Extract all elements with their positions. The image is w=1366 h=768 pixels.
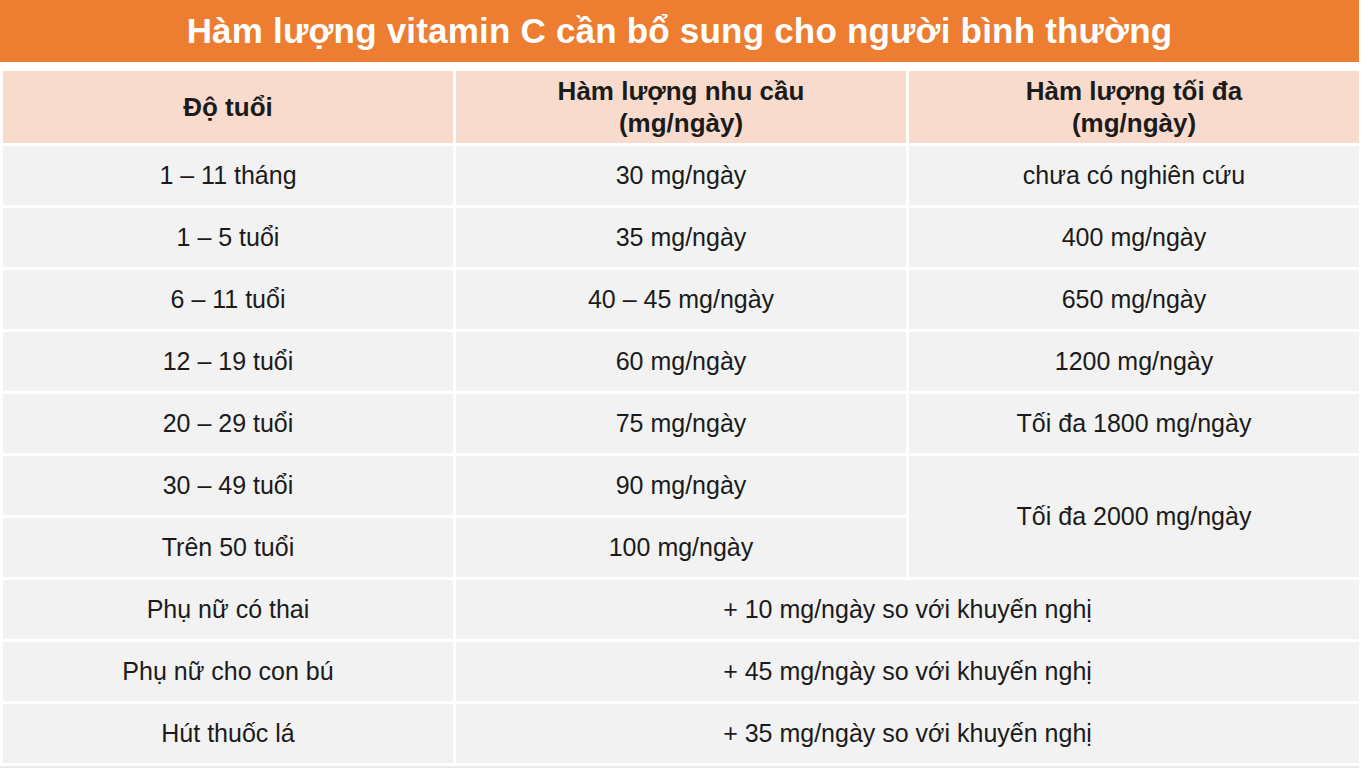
age-cell: 6 – 11 tuổi	[2, 269, 455, 331]
need-cell: 90 mg/ngày	[455, 455, 908, 517]
max-cell-merged: Tối đa 2000 mg/ngày	[908, 455, 1361, 579]
combined-value-cell: + 45 mg/ngày so với khuyến nghị	[455, 641, 1361, 703]
table-row: 20 – 29 tuổi 75 mg/ngày Tối đa 1800 mg/n…	[2, 393, 1361, 455]
need-cell: 60 mg/ngày	[455, 331, 908, 393]
table-row: 6 – 11 tuổi 40 – 45 mg/ngày 650 mg/ngày	[2, 269, 1361, 331]
table-row: 1 – 5 tuổi 35 mg/ngày 400 mg/ngày	[2, 207, 1361, 269]
need-cell: 35 mg/ngày	[455, 207, 908, 269]
table-row: Phụ nữ có thai + 10 mg/ngày so với khuyế…	[2, 579, 1361, 641]
column-header-max: Hàm lượng tối đa (mg/ngày)	[908, 70, 1361, 145]
age-cell: 30 – 49 tuổi	[2, 455, 455, 517]
age-cell: Trên 50 tuổi	[2, 517, 455, 579]
max-cell: 650 mg/ngày	[908, 269, 1361, 331]
column-header-age: Độ tuổi	[2, 70, 455, 145]
age-cell: 1 – 11 tháng	[2, 145, 455, 207]
need-cell: 40 – 45 mg/ngày	[455, 269, 908, 331]
column-header-need: Hàm lượng nhu cầu (mg/ngày)	[455, 70, 908, 145]
page-title: Hàm lượng vitamin C cần bổ sung cho ngườ…	[187, 11, 1173, 51]
column-header-need-label: Hàm lượng nhu cầu (mg/ngày)	[558, 76, 805, 139]
header-row: Độ tuổi Hàm lượng nhu cầu (mg/ngày) Hàm …	[2, 70, 1361, 145]
table-row: Phụ nữ cho con bú + 45 mg/ngày so với kh…	[2, 641, 1361, 703]
combined-value-cell: + 10 mg/ngày so với khuyến nghị	[455, 579, 1361, 641]
age-cell: 20 – 29 tuổi	[2, 393, 455, 455]
age-cell: Phụ nữ cho con bú	[2, 641, 455, 703]
max-cell: 1200 mg/ngày	[908, 331, 1361, 393]
need-cell: 75 mg/ngày	[455, 393, 908, 455]
table-row: 30 – 49 tuổi 90 mg/ngày Tối đa 2000 mg/n…	[2, 455, 1361, 517]
age-cell: 1 – 5 tuổi	[2, 207, 455, 269]
column-header-age-label: Độ tuổi	[183, 92, 273, 122]
need-cell: 30 mg/ngày	[455, 145, 908, 207]
age-cell: Hút thuốc lá	[2, 703, 455, 765]
max-cell: 400 mg/ngày	[908, 207, 1361, 269]
age-cell: Phụ nữ có thai	[2, 579, 455, 641]
max-cell: chưa có nghiên cứu	[908, 145, 1361, 207]
max-cell: Tối đa 1800 mg/ngày	[908, 393, 1361, 455]
title-bar: Hàm lượng vitamin C cần bổ sung cho ngườ…	[0, 0, 1359, 62]
table-row: Hút thuốc lá + 35 mg/ngày so với khuyến …	[2, 703, 1361, 765]
need-cell: 100 mg/ngày	[455, 517, 908, 579]
combined-value-cell: + 35 mg/ngày so với khuyến nghị	[455, 703, 1361, 765]
slide: Hàm lượng vitamin C cần bổ sung cho ngườ…	[0, 0, 1359, 768]
age-cell: 12 – 19 tuổi	[2, 331, 455, 393]
table-row: 12 – 19 tuổi 60 mg/ngày 1200 mg/ngày	[2, 331, 1361, 393]
column-header-max-label: Hàm lượng tối đa (mg/ngày)	[1026, 76, 1242, 139]
vitamin-c-table: Độ tuổi Hàm lượng nhu cầu (mg/ngày) Hàm …	[0, 68, 1362, 766]
table-row: 1 – 11 tháng 30 mg/ngày chưa có nghiên c…	[2, 145, 1361, 207]
